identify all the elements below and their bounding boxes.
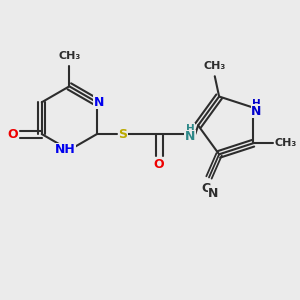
Text: N: N — [251, 104, 262, 118]
Text: O: O — [154, 158, 164, 171]
Text: CH₃: CH₃ — [274, 138, 297, 148]
Text: H: H — [186, 124, 194, 134]
Text: O: O — [8, 128, 18, 141]
Text: CH₃: CH₃ — [204, 61, 226, 71]
Text: N: N — [208, 187, 218, 200]
Text: S: S — [118, 128, 127, 141]
Text: NH: NH — [55, 143, 75, 157]
Text: C: C — [201, 182, 210, 195]
Text: CH₃: CH₃ — [58, 51, 80, 61]
Text: H: H — [252, 99, 261, 109]
Text: N: N — [185, 130, 195, 143]
Text: N: N — [94, 96, 104, 109]
